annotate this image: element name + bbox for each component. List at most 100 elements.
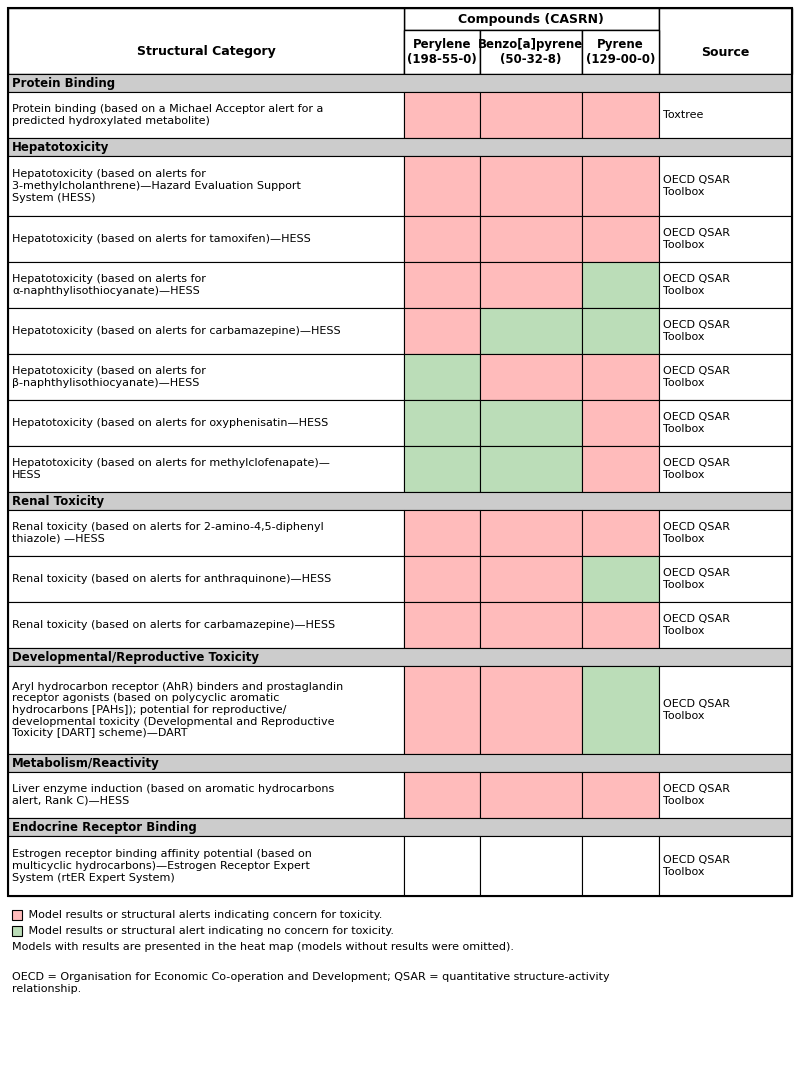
Bar: [582, 772, 658, 818]
Bar: [8, 8, 404, 74]
Text: OECD QSAR
Toolbox: OECD QSAR Toolbox: [662, 320, 730, 342]
Text: Perylene
(198-55-0): Perylene (198-55-0): [407, 38, 477, 66]
Bar: [8, 216, 404, 262]
Bar: [8, 818, 792, 836]
Bar: [404, 309, 480, 354]
Text: OECD QSAR
Toolbox: OECD QSAR Toolbox: [662, 274, 730, 296]
Text: Hepatotoxicity (based on alerts for methylclofenapate)—
HESS: Hepatotoxicity (based on alerts for meth…: [12, 458, 330, 479]
Text: OECD QSAR
Toolbox: OECD QSAR Toolbox: [662, 856, 730, 877]
Text: Developmental/Reproductive Toxicity: Developmental/Reproductive Toxicity: [12, 650, 259, 663]
Bar: [582, 262, 658, 309]
Bar: [8, 666, 404, 754]
Text: Hepatotoxicity (based on alerts for oxyphenisatin—HESS: Hepatotoxicity (based on alerts for oxyp…: [12, 418, 328, 428]
Bar: [582, 216, 658, 262]
Bar: [658, 772, 792, 818]
Bar: [404, 510, 480, 556]
Text: OECD QSAR
Toolbox: OECD QSAR Toolbox: [662, 522, 730, 544]
Bar: [8, 556, 404, 602]
Bar: [582, 666, 658, 754]
Bar: [582, 510, 658, 556]
Bar: [582, 836, 658, 895]
Bar: [8, 74, 792, 92]
Text: Metabolism/Reactivity: Metabolism/Reactivity: [12, 757, 160, 770]
Bar: [658, 446, 792, 492]
Text: OECD QSAR
Toolbox: OECD QSAR Toolbox: [662, 569, 730, 590]
Bar: [582, 446, 658, 492]
Bar: [658, 400, 792, 446]
Bar: [480, 354, 582, 400]
Text: Protein binding (based on a Michael Acceptor alert for a
predicted hydroxylated : Protein binding (based on a Michael Acce…: [12, 104, 323, 126]
Text: OECD QSAR
Toolbox: OECD QSAR Toolbox: [662, 614, 730, 635]
Bar: [582, 309, 658, 354]
Text: OECD = Organisation for Economic Co-operation and Development; QSAR = quantitati: OECD = Organisation for Economic Co-oper…: [12, 972, 610, 993]
Bar: [404, 8, 658, 30]
Bar: [8, 138, 792, 156]
Bar: [8, 510, 404, 556]
Bar: [658, 354, 792, 400]
Bar: [480, 446, 582, 492]
Bar: [658, 602, 792, 648]
Text: Hepatotoxicity (based on alerts for tamoxifen)—HESS: Hepatotoxicity (based on alerts for tamo…: [12, 234, 310, 244]
Bar: [480, 400, 582, 446]
Text: OECD QSAR
Toolbox: OECD QSAR Toolbox: [662, 367, 730, 388]
Bar: [8, 836, 404, 895]
Text: Hepatotoxicity (based on alerts for
β-naphthylisothiocyanate)—HESS: Hepatotoxicity (based on alerts for β-na…: [12, 367, 206, 388]
Bar: [480, 510, 582, 556]
Bar: [480, 772, 582, 818]
Bar: [404, 30, 480, 74]
Text: Hepatotoxicity: Hepatotoxicity: [12, 141, 110, 154]
Text: Source: Source: [701, 45, 750, 58]
Bar: [8, 648, 792, 666]
Bar: [480, 262, 582, 309]
Bar: [582, 30, 658, 74]
Bar: [480, 602, 582, 648]
Bar: [8, 772, 404, 818]
Text: Model results or structural alerts indicating concern for toxicity.: Model results or structural alerts indic…: [25, 911, 382, 920]
Bar: [8, 262, 404, 309]
Bar: [8, 92, 404, 138]
Bar: [8, 156, 404, 216]
Text: Model results or structural alert indicating no concern for toxicity.: Model results or structural alert indica…: [25, 926, 394, 936]
Text: OECD QSAR
Toolbox: OECD QSAR Toolbox: [662, 784, 730, 806]
Bar: [658, 556, 792, 602]
Bar: [658, 309, 792, 354]
Bar: [404, 446, 480, 492]
Bar: [480, 92, 582, 138]
Bar: [404, 216, 480, 262]
Text: OECD QSAR
Toolbox: OECD QSAR Toolbox: [662, 458, 730, 479]
Bar: [404, 666, 480, 754]
Text: Renal toxicity (based on alerts for anthraquinone)—HESS: Renal toxicity (based on alerts for anth…: [12, 574, 331, 584]
Bar: [8, 602, 404, 648]
Bar: [404, 92, 480, 138]
Text: Renal toxicity (based on alerts for 2-amino-4,5-diphenyl
thiazole) —HESS: Renal toxicity (based on alerts for 2-am…: [12, 522, 324, 544]
Bar: [582, 354, 658, 400]
Bar: [480, 836, 582, 895]
Bar: [658, 92, 792, 138]
Bar: [8, 492, 792, 510]
Text: Hepatotoxicity (based on alerts for
3-methylcholanthrene)—Hazard Evaluation Supp: Hepatotoxicity (based on alerts for 3-me…: [12, 170, 301, 202]
Text: OECD QSAR
Toolbox: OECD QSAR Toolbox: [662, 175, 730, 197]
Bar: [480, 666, 582, 754]
Text: Protein Binding: Protein Binding: [12, 76, 115, 89]
Bar: [582, 92, 658, 138]
Bar: [582, 156, 658, 216]
Bar: [480, 556, 582, 602]
Bar: [582, 556, 658, 602]
Bar: [8, 309, 404, 354]
Text: Liver enzyme induction (based on aromatic hydrocarbons
alert, Rank C)—HESS: Liver enzyme induction (based on aromati…: [12, 784, 334, 806]
Bar: [8, 754, 792, 772]
Bar: [404, 156, 480, 216]
Text: Models with results are presented in the heat map (models without results were o: Models with results are presented in the…: [12, 942, 514, 952]
Bar: [404, 602, 480, 648]
Bar: [480, 309, 582, 354]
Bar: [582, 602, 658, 648]
Text: Structural Category: Structural Category: [137, 45, 275, 58]
Bar: [12, 926, 22, 936]
Bar: [658, 836, 792, 895]
Bar: [404, 354, 480, 400]
Bar: [12, 911, 22, 920]
Text: OECD QSAR
Toolbox: OECD QSAR Toolbox: [662, 699, 730, 721]
Bar: [658, 510, 792, 556]
Text: Renal Toxicity: Renal Toxicity: [12, 494, 104, 507]
Bar: [404, 772, 480, 818]
